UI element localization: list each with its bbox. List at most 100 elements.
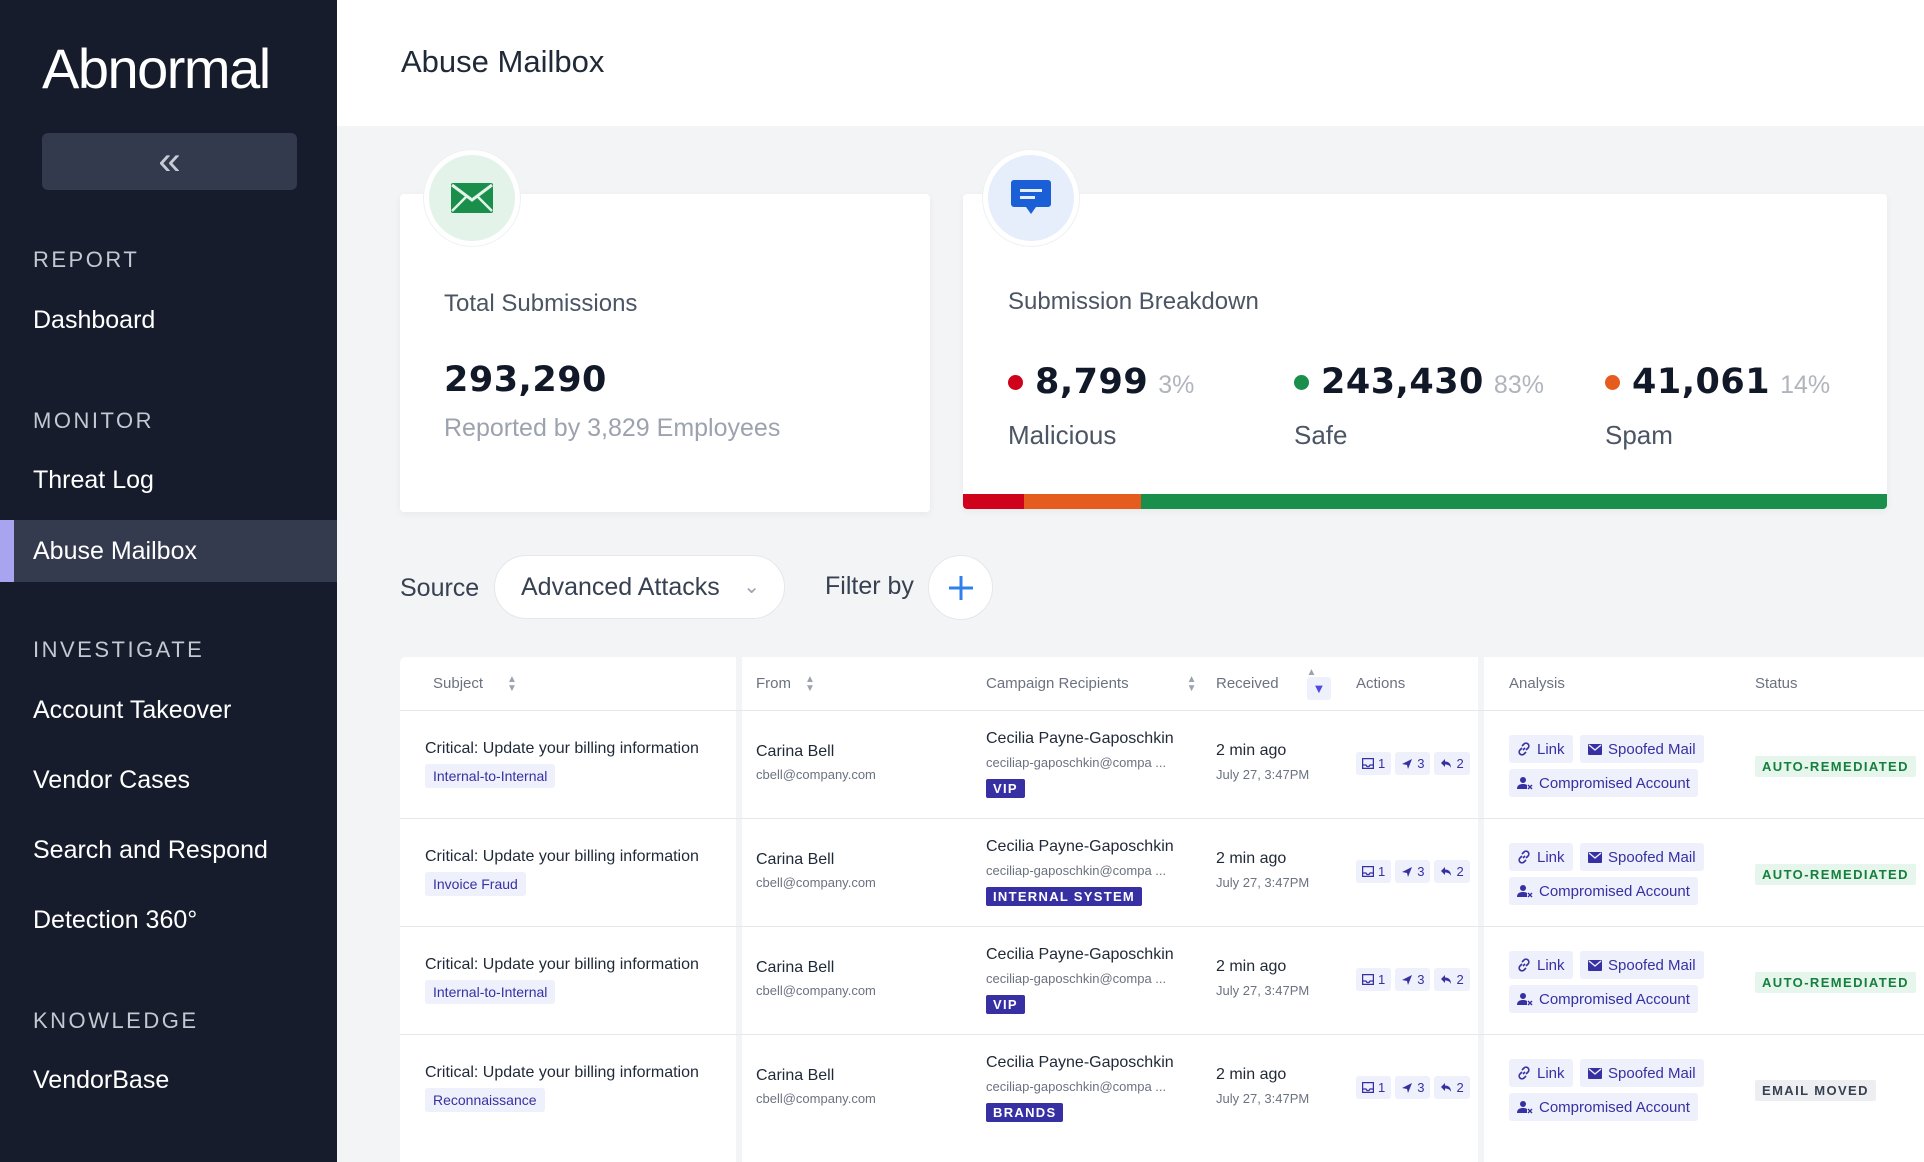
source-label: Source	[400, 574, 480, 602]
reply-action-chip[interactable]: 2	[1434, 860, 1470, 883]
inbox-action-chip[interactable]: 1	[1356, 968, 1392, 991]
bar-segment-safe	[1141, 494, 1887, 509]
send-action-chip[interactable]: 3	[1395, 1076, 1431, 1099]
breakdown-malicious: 8,799 3% Malicious	[1008, 362, 1194, 451]
row-from-name: Carina Bell	[756, 1067, 835, 1084]
analysis-link-chip[interactable]: Link	[1509, 843, 1573, 871]
send-icon	[1402, 758, 1413, 769]
total-submissions-value: 293,290	[444, 360, 607, 400]
analysis-compromised-label: Compromised Account	[1539, 774, 1690, 792]
collapse-sidebar-button[interactable]: «	[42, 133, 297, 190]
filter-by-label: Filter by	[825, 572, 914, 600]
spam-dot	[1605, 374, 1620, 390]
inbox-action-chip[interactable]: 1	[1356, 1076, 1392, 1099]
analysis-spoofed-chip[interactable]: Spoofed Mail	[1580, 951, 1704, 979]
send-action-chip[interactable]: 3	[1395, 752, 1431, 775]
submission-breakdown-label: Submission Breakdown	[1008, 288, 1259, 315]
col-header-status: Status	[1755, 675, 1798, 692]
row-received-time: 2 min ago	[1216, 958, 1287, 975]
row-category-tag: Invoice Fraud	[425, 872, 526, 896]
analysis-spoofed-label: Spoofed Mail	[1608, 740, 1696, 758]
status-badge: AUTO-REMEDIATED	[1755, 756, 1916, 777]
inbox-action-chip[interactable]: 1	[1356, 860, 1392, 883]
row-subject: Critical: Update your billing informatio…	[425, 956, 699, 973]
inbox-action-chip[interactable]: 1	[1356, 752, 1392, 775]
sidebar-item-vendorbase[interactable]: VendorBase	[33, 1065, 170, 1094]
safe-value: 243,430	[1321, 362, 1484, 402]
reply-icon	[1441, 759, 1452, 768]
row-subject: Critical: Update your billing informatio…	[425, 1064, 699, 1081]
send-icon	[1402, 974, 1413, 985]
breakdown-spam: 41,061 14% Spam	[1605, 362, 1830, 451]
analysis-compromised-chip[interactable]: Compromised Account	[1509, 769, 1698, 797]
row-from-email: cbell@company.com	[756, 875, 876, 890]
chat-message-icon	[983, 150, 1079, 246]
row-from-name: Carina Bell	[756, 959, 835, 976]
col-header-recipients-label: Campaign Recipients	[986, 675, 1129, 692]
sidebar-item-detection-360[interactable]: Detection 360°	[33, 905, 198, 934]
row-recipient-name: Cecilia Payne-Gaposchkin	[986, 838, 1174, 855]
envelope-icon	[1588, 1067, 1602, 1079]
analysis-spoofed-chip[interactable]: Spoofed Mail	[1580, 843, 1704, 871]
send-count: 3	[1417, 1080, 1425, 1095]
row-from-name: Carina Bell	[756, 743, 835, 760]
user-x-icon	[1517, 993, 1533, 1006]
analysis-link-label: Link	[1537, 848, 1565, 866]
sidebar-item-vendor-cases[interactable]: Vendor Cases	[33, 765, 191, 794]
analysis-compromised-chip[interactable]: Compromised Account	[1509, 1093, 1698, 1121]
send-count: 3	[1417, 864, 1425, 879]
col-header-from[interactable]: From ▲ ▼	[756, 657, 815, 710]
analysis-compromised-chip[interactable]: Compromised Account	[1509, 877, 1698, 905]
row-category-tag: Internal-to-Internal	[425, 764, 556, 788]
sort-desc-icon: ▲ ▼	[1306, 667, 1332, 700]
send-action-chip[interactable]: 3	[1395, 860, 1431, 883]
col-header-subject[interactable]: Subject ▲ ▼	[433, 657, 517, 710]
envelope-icon	[1588, 851, 1602, 863]
inbox-count: 1	[1378, 972, 1386, 987]
spam-value: 41,061	[1632, 362, 1771, 402]
row-category-tag: Internal-to-Internal	[425, 980, 556, 1004]
page-title: Abuse Mailbox	[401, 44, 605, 79]
row-received-date: July 27, 3:47PM	[1216, 875, 1310, 890]
inbox-icon	[1362, 758, 1374, 769]
col-header-recipients[interactable]: Campaign Recipients ▲ ▼	[986, 657, 1196, 710]
row-recipient-email: ceciliap-gaposchkin@compa ...	[986, 863, 1167, 878]
table-row[interactable]: Critical: Update your billing informatio…	[400, 818, 1924, 925]
sidebar-item-dashboard[interactable]: Dashboard	[33, 305, 156, 334]
bar-segment-malicious	[963, 494, 1024, 509]
reply-count: 2	[1456, 972, 1464, 987]
reply-action-chip[interactable]: 2	[1434, 752, 1470, 775]
sidebar-item-abuse-mailbox[interactable]: Abuse Mailbox	[0, 520, 337, 582]
row-recipient-badge: INTERNAL SYSTEM	[986, 887, 1143, 906]
chevron-down-icon: ⌄	[743, 576, 760, 598]
analysis-spoofed-chip[interactable]: Spoofed Mail	[1580, 1059, 1704, 1087]
add-filter-button[interactable]	[928, 555, 993, 620]
column-divider	[736, 657, 742, 1162]
col-header-subject-label: Subject	[433, 675, 484, 692]
reply-action-chip[interactable]: 2	[1434, 1076, 1470, 1099]
analysis-link-label: Link	[1537, 740, 1565, 758]
row-received-date: July 27, 3:47PM	[1216, 1091, 1310, 1106]
send-action-chip[interactable]: 3	[1395, 968, 1431, 991]
col-header-received[interactable]: Received ▲ ▼	[1216, 657, 1332, 710]
table-row[interactable]: Critical: Update your billing informatio…	[400, 1034, 1924, 1141]
sidebar-item-search-and-respond[interactable]: Search and Respond	[33, 835, 268, 864]
source-select[interactable]: Advanced Attacks ⌄	[494, 555, 785, 619]
analysis-spoofed-chip[interactable]: Spoofed Mail	[1580, 735, 1704, 763]
sidebar-item-account-takeover[interactable]: Account Takeover	[33, 695, 232, 724]
analysis-link-label: Link	[1537, 956, 1565, 974]
analysis-link-chip[interactable]: Link	[1509, 1059, 1573, 1087]
table-row[interactable]: Critical: Update your billing informatio…	[400, 710, 1924, 817]
sidebar-item-threat-log[interactable]: Threat Log	[33, 465, 154, 494]
reply-action-chip[interactable]: 2	[1434, 968, 1470, 991]
analysis-link-chip[interactable]: Link	[1509, 951, 1573, 979]
analysis-compromised-chip[interactable]: Compromised Account	[1509, 985, 1698, 1013]
analysis-link-chip[interactable]: Link	[1509, 735, 1573, 763]
sidebar: Abnormal « REPORT Dashboard MONITOR Thre…	[0, 0, 337, 1162]
spam-label: Spam	[1605, 420, 1673, 450]
reply-count: 2	[1456, 864, 1464, 879]
inbox-icon	[1362, 866, 1374, 877]
status-badge: EMAIL MOVED	[1755, 1080, 1876, 1101]
source-select-value: Advanced Attacks	[521, 572, 720, 601]
table-row[interactable]: Critical: Update your billing informatio…	[400, 926, 1924, 1033]
